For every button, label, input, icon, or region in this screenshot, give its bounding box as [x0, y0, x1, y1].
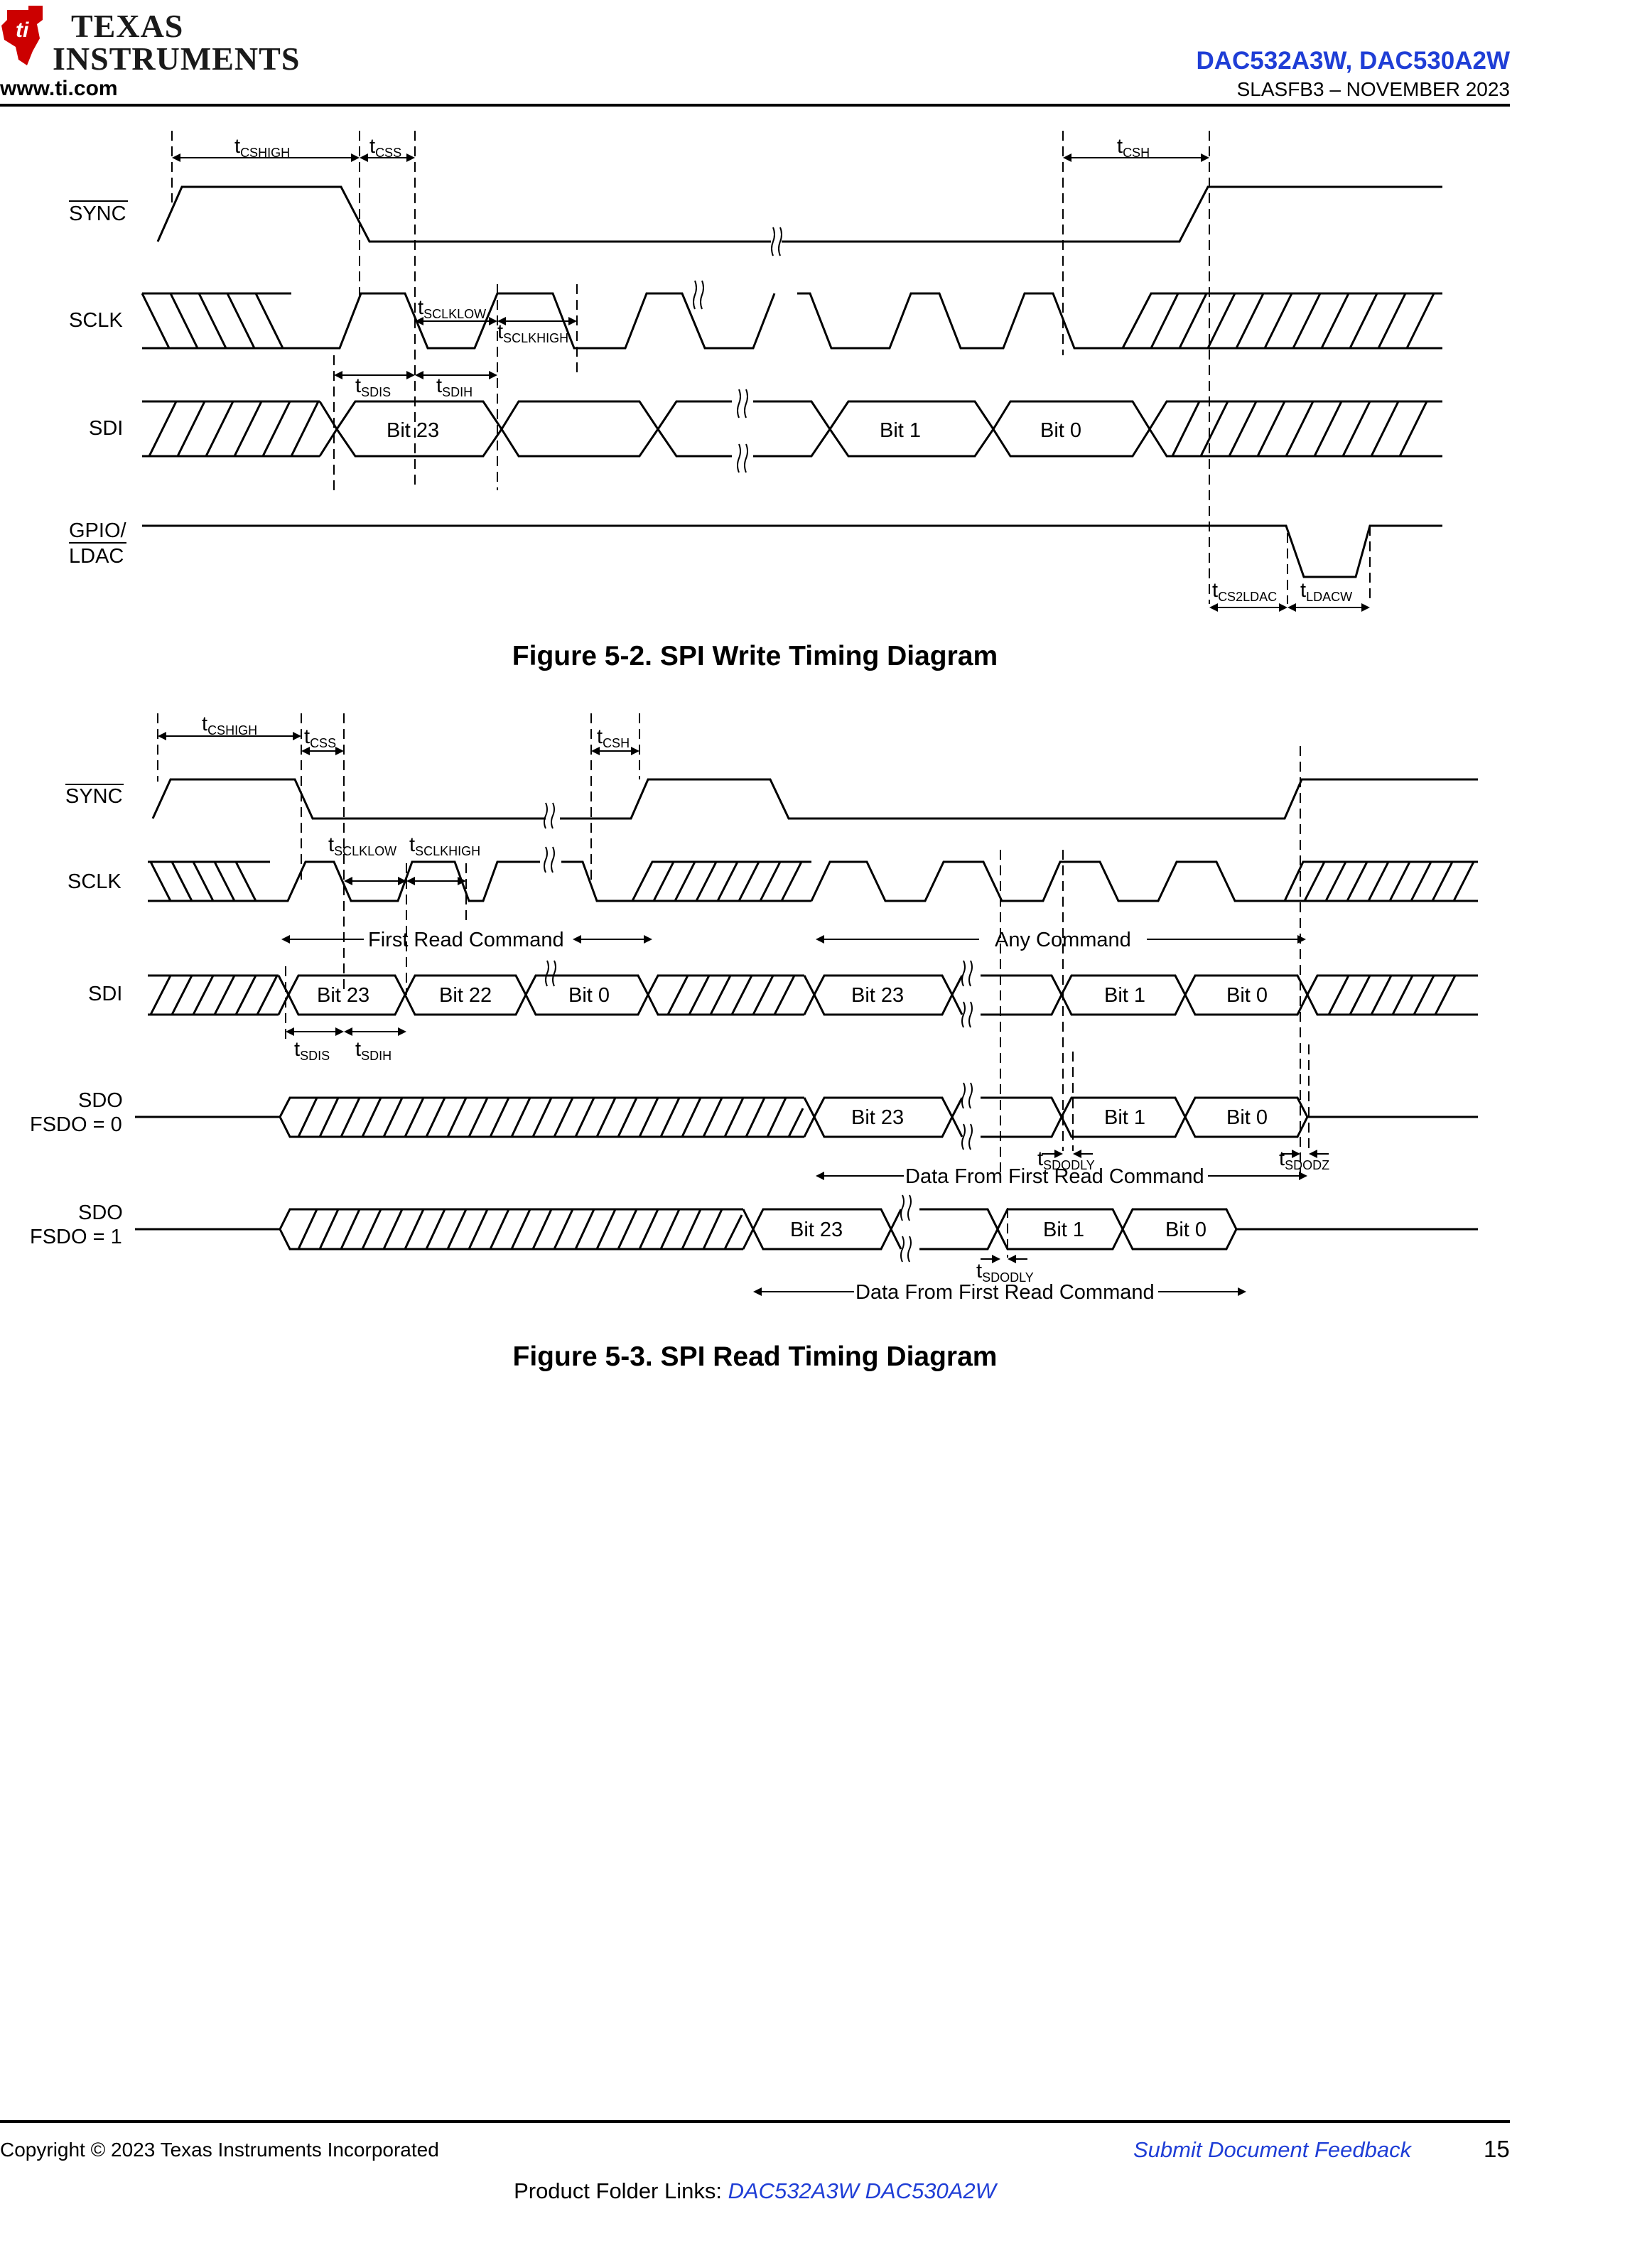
- logo-text-line2: INSTRUMENTS: [53, 40, 301, 77]
- read-t-sdodly-label-1: tSDODLY: [1037, 1147, 1095, 1172]
- sclk-waveform: [141, 292, 1442, 350]
- t-sdis-label: tSDIS: [355, 374, 391, 399]
- sdi-bit0: Bit 0: [568, 984, 610, 1007]
- spi-read-timing-diagram: SYNC SCLK SDI SDO FSDO = 0 SDO FSDO = 1 …: [30, 713, 1478, 1304]
- read-signal-label-fsdo0: FSDO = 0: [30, 1113, 122, 1136]
- bit0-label: Bit 0: [1040, 419, 1081, 442]
- t-sclklow-label: tSCLKLOW: [418, 296, 486, 321]
- bit23-label: Bit 23: [387, 419, 439, 442]
- site-url[interactable]: www.ti.com: [0, 77, 118, 100]
- logo-text-line1: TEXAS: [71, 8, 184, 44]
- folder-link-dac532a3w[interactable]: DAC532A3W: [728, 2178, 859, 2203]
- read-t-csh-label: tCSH: [597, 725, 630, 750]
- read-t-sdodly-label-2: tSDODLY: [976, 1260, 1034, 1285]
- t-sdih-label: tSDIH: [436, 374, 473, 399]
- sdo0-bit0: Bit 0: [1226, 1106, 1268, 1129]
- sdo-fsdo0-waveform: [135, 1096, 1478, 1138]
- figure-5-2-caption: Figure 5-2. SPI Write Timing Diagram: [512, 641, 998, 671]
- folder-link-dac530a2w[interactable]: DAC530A2W: [865, 2178, 996, 2203]
- folder-links-prefix: Product Folder Links:: [514, 2178, 728, 2203]
- signal-label-gpio: GPIO/: [69, 519, 127, 542]
- t-sclkhigh-label: tSCLKHIGH: [497, 320, 568, 345]
- read-signal-label-sdo0: SDO: [78, 1089, 123, 1112]
- t-cshigh-label: tCSHIGH: [234, 135, 290, 160]
- read-signal-label-sync: SYNC: [65, 785, 123, 808]
- header-rule: [0, 104, 1510, 107]
- signal-label-sdi: SDI: [89, 417, 123, 440]
- sdo1-bit23: Bit 23: [790, 1219, 843, 1241]
- page-number: 15: [1484, 2136, 1510, 2162]
- sdo0-bit1: Bit 1: [1104, 1106, 1145, 1129]
- sdi-any-bit0: Bit 0: [1226, 984, 1268, 1007]
- read-signal-label-sclk: SCLK: [68, 870, 122, 893]
- t-css-label: tCSS: [369, 135, 401, 160]
- product-folder-links: Product Folder Links: DAC532A3W DAC530A2…: [0, 2178, 1510, 2204]
- sync-waveform: [156, 185, 771, 243]
- t-ldacw-label: tLDACW: [1300, 579, 1352, 604]
- copyright: Copyright © 2023 Texas Instruments Incor…: [0, 2139, 439, 2161]
- spi-write-timing-diagram: SYNC SCLK SDI GPIO/ LDAC Bit 23 Bit 1 Bi…: [69, 131, 1442, 612]
- submit-feedback-link[interactable]: Submit Document Feedback: [1133, 2137, 1412, 2162]
- signal-label-sclk: SCLK: [69, 309, 123, 332]
- sdi-any-bit1: Bit 1: [1104, 984, 1145, 1007]
- bit1-label: Bit 1: [880, 419, 921, 442]
- sdo1-bit0: Bit 0: [1165, 1219, 1206, 1241]
- ti-logo-icon: ti: [1, 6, 43, 65]
- signal-label-sync: SYNC: [69, 202, 126, 225]
- data-first-read-label-1: Data From First Read Command: [905, 1165, 1204, 1188]
- ldac-waveform: [142, 524, 1442, 578]
- read-t-cshigh-label: tCSHIGH: [202, 713, 257, 738]
- read-t-sdih-label: tSDIH: [355, 1038, 392, 1063]
- sdo-fsdo1-waveform: [135, 1208, 1478, 1250]
- read-t-sclklow-label: tSCLKLOW: [328, 833, 396, 858]
- read-signal-label-sdo1: SDO: [78, 1201, 123, 1224]
- svg-text:ti: ti: [16, 18, 29, 42]
- sdi-bit23: Bit 23: [317, 984, 369, 1007]
- read-signal-label-fsdo1: FSDO = 1: [30, 1226, 122, 1248]
- read-t-css-label: tCSS: [304, 725, 336, 750]
- sdo0-bit23: Bit 23: [851, 1106, 904, 1129]
- logo-text: TEXAS INSTRUMENTS: [53, 10, 300, 75]
- footer-rule: [0, 2120, 1510, 2123]
- read-sync-waveform: [151, 778, 1478, 820]
- sdi-any-bit23: Bit 23: [851, 984, 904, 1007]
- sdi-waveform: [142, 400, 1442, 458]
- read-signal-label-sdi: SDI: [88, 983, 122, 1005]
- signal-label-ldac: LDAC: [69, 545, 124, 568]
- first-read-command-label: First Read Command: [368, 929, 564, 951]
- read-t-sclkhigh-label: tSCLKHIGH: [409, 833, 480, 858]
- read-t-sdis-label: tSDIS: [294, 1038, 330, 1063]
- doc-code: SLASFB3 – NOVEMBER 2023: [1236, 78, 1510, 100]
- data-first-read-label-2: Data From First Read Command: [855, 1281, 1155, 1304]
- t-cs2ldac-label: tCS2LDAC: [1212, 579, 1277, 604]
- read-t-sdodz-label: tSDODZ: [1279, 1147, 1329, 1172]
- read-sdi-waveform: [148, 974, 1478, 1016]
- sdi-bit22: Bit 22: [439, 984, 492, 1007]
- read-sclk-waveform: [148, 860, 1478, 902]
- t-csh-label: tCSH: [1117, 135, 1150, 160]
- figure-5-3-caption: Figure 5-3. SPI Read Timing Diagram: [512, 1341, 998, 1372]
- any-command-label: Any Command: [995, 929, 1131, 951]
- doc-part-numbers[interactable]: DAC532A3W, DAC530A2W: [1196, 47, 1510, 75]
- sdo1-bit1: Bit 1: [1043, 1219, 1084, 1241]
